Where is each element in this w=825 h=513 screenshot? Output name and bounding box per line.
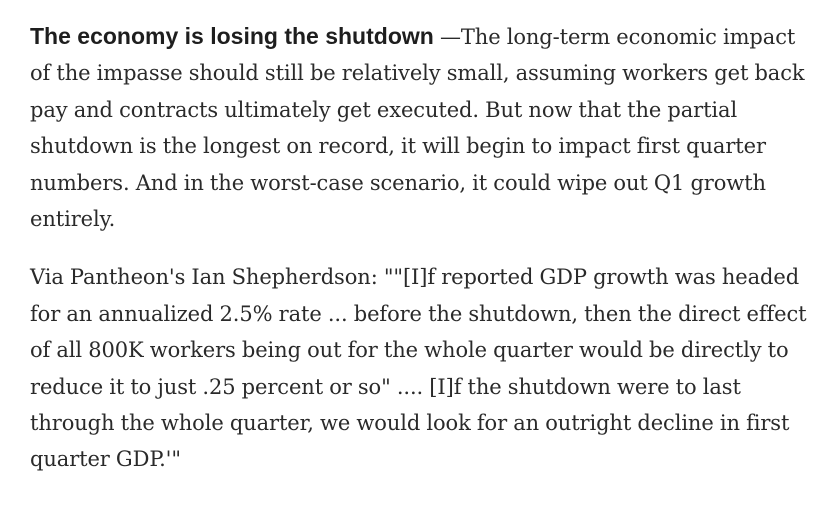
paragraph-heading: The economy is losing the shutdown	[30, 23, 434, 49]
paragraph-pantheon-quote: Via Pantheon's Ian Shepherdson: ""[I]f r…	[30, 259, 820, 477]
article-excerpt: The economy is losing the shutdown —The …	[30, 18, 820, 478]
quote-body: Via Pantheon's Ian Shepherdson: ""[I]f r…	[30, 265, 807, 472]
paragraph-economy-shutdown: The economy is losing the shutdown —The …	[30, 18, 820, 237]
paragraph-body: —The long-term economic impact of the im…	[30, 25, 805, 232]
